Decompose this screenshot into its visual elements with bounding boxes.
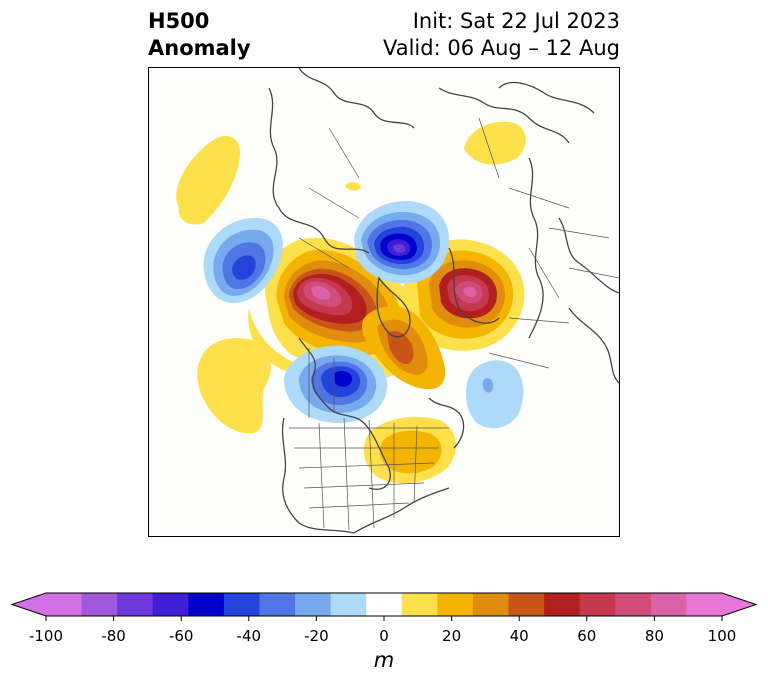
colorbar-swatch	[508, 593, 545, 616]
colorbar-swatch	[81, 593, 118, 616]
ridge-eastern-us	[197, 338, 457, 484]
colorbar-extend-low	[12, 593, 46, 616]
colorbar-swatch	[330, 593, 367, 616]
trough-gulf-of-alaska	[203, 217, 283, 303]
positive-anomaly-siberia	[464, 121, 526, 165]
colorbar-extend-high	[722, 593, 756, 616]
colorbar-tick-label: 80	[644, 627, 664, 645]
colorbar-swatch	[544, 593, 581, 616]
colorbar-tick-label: 100	[707, 627, 737, 645]
trough-central-canada	[284, 345, 388, 423]
colorbar-tick-label: 60	[577, 627, 597, 645]
colorbar-swatch	[223, 593, 260, 616]
positive-anomaly-arctic-small	[345, 181, 361, 191]
colorbar	[0, 585, 768, 685]
colorbar-tick-label: -40	[236, 627, 262, 645]
colorbar-swatch	[117, 593, 154, 616]
colorbar-tick-label: 0	[379, 627, 389, 645]
valid-range: Valid: 06 Aug – 12 Aug	[382, 36, 620, 60]
map-title: H500 Anomaly	[148, 8, 251, 62]
colorbar-tick-label: 20	[442, 627, 462, 645]
trough-arctic	[354, 200, 449, 284]
colorbar-swatch	[259, 593, 296, 616]
colorbar-swatch	[437, 593, 474, 616]
colorbar-swatch	[46, 593, 83, 616]
trough-north-atlantic	[465, 360, 524, 429]
title-variable: H500	[148, 9, 210, 33]
positive-anomaly-pacific	[176, 135, 240, 225]
colorbar-tick-label: -20	[304, 627, 329, 645]
forecast-info: Init: Sat 22 Jul 2023 Valid: 06 Aug – 12…	[383, 8, 620, 62]
colorbar-tick-label: -80	[101, 627, 126, 645]
colorbar-swatch	[686, 593, 723, 616]
anomaly-map-svg	[149, 68, 619, 536]
coastlines	[268, 68, 619, 534]
political-borders	[289, 117, 619, 531]
colorbar-swatch	[152, 593, 189, 616]
colorbar-swatch	[579, 593, 616, 616]
anomaly-map	[148, 67, 620, 537]
colorbar-swatch	[366, 593, 403, 616]
init-date: Init: Sat 22 Jul 2023	[412, 9, 620, 33]
colorbar-swatch	[650, 593, 687, 616]
colorbar-tick-label: 40	[509, 627, 529, 645]
colorbar-tick-label: -60	[168, 627, 194, 645]
colorbar-swatch	[295, 593, 332, 616]
colorbar-svg	[10, 592, 758, 621]
colorbar-swatch	[401, 593, 438, 616]
colorbar-tick-label: -100	[28, 627, 64, 645]
colorbar-unit-label: m	[373, 648, 395, 672]
colorbar-swatch	[472, 593, 510, 616]
title-field: Anomaly	[148, 36, 251, 60]
colorbar-swatch	[188, 593, 225, 616]
colorbar-swatch	[615, 593, 652, 616]
